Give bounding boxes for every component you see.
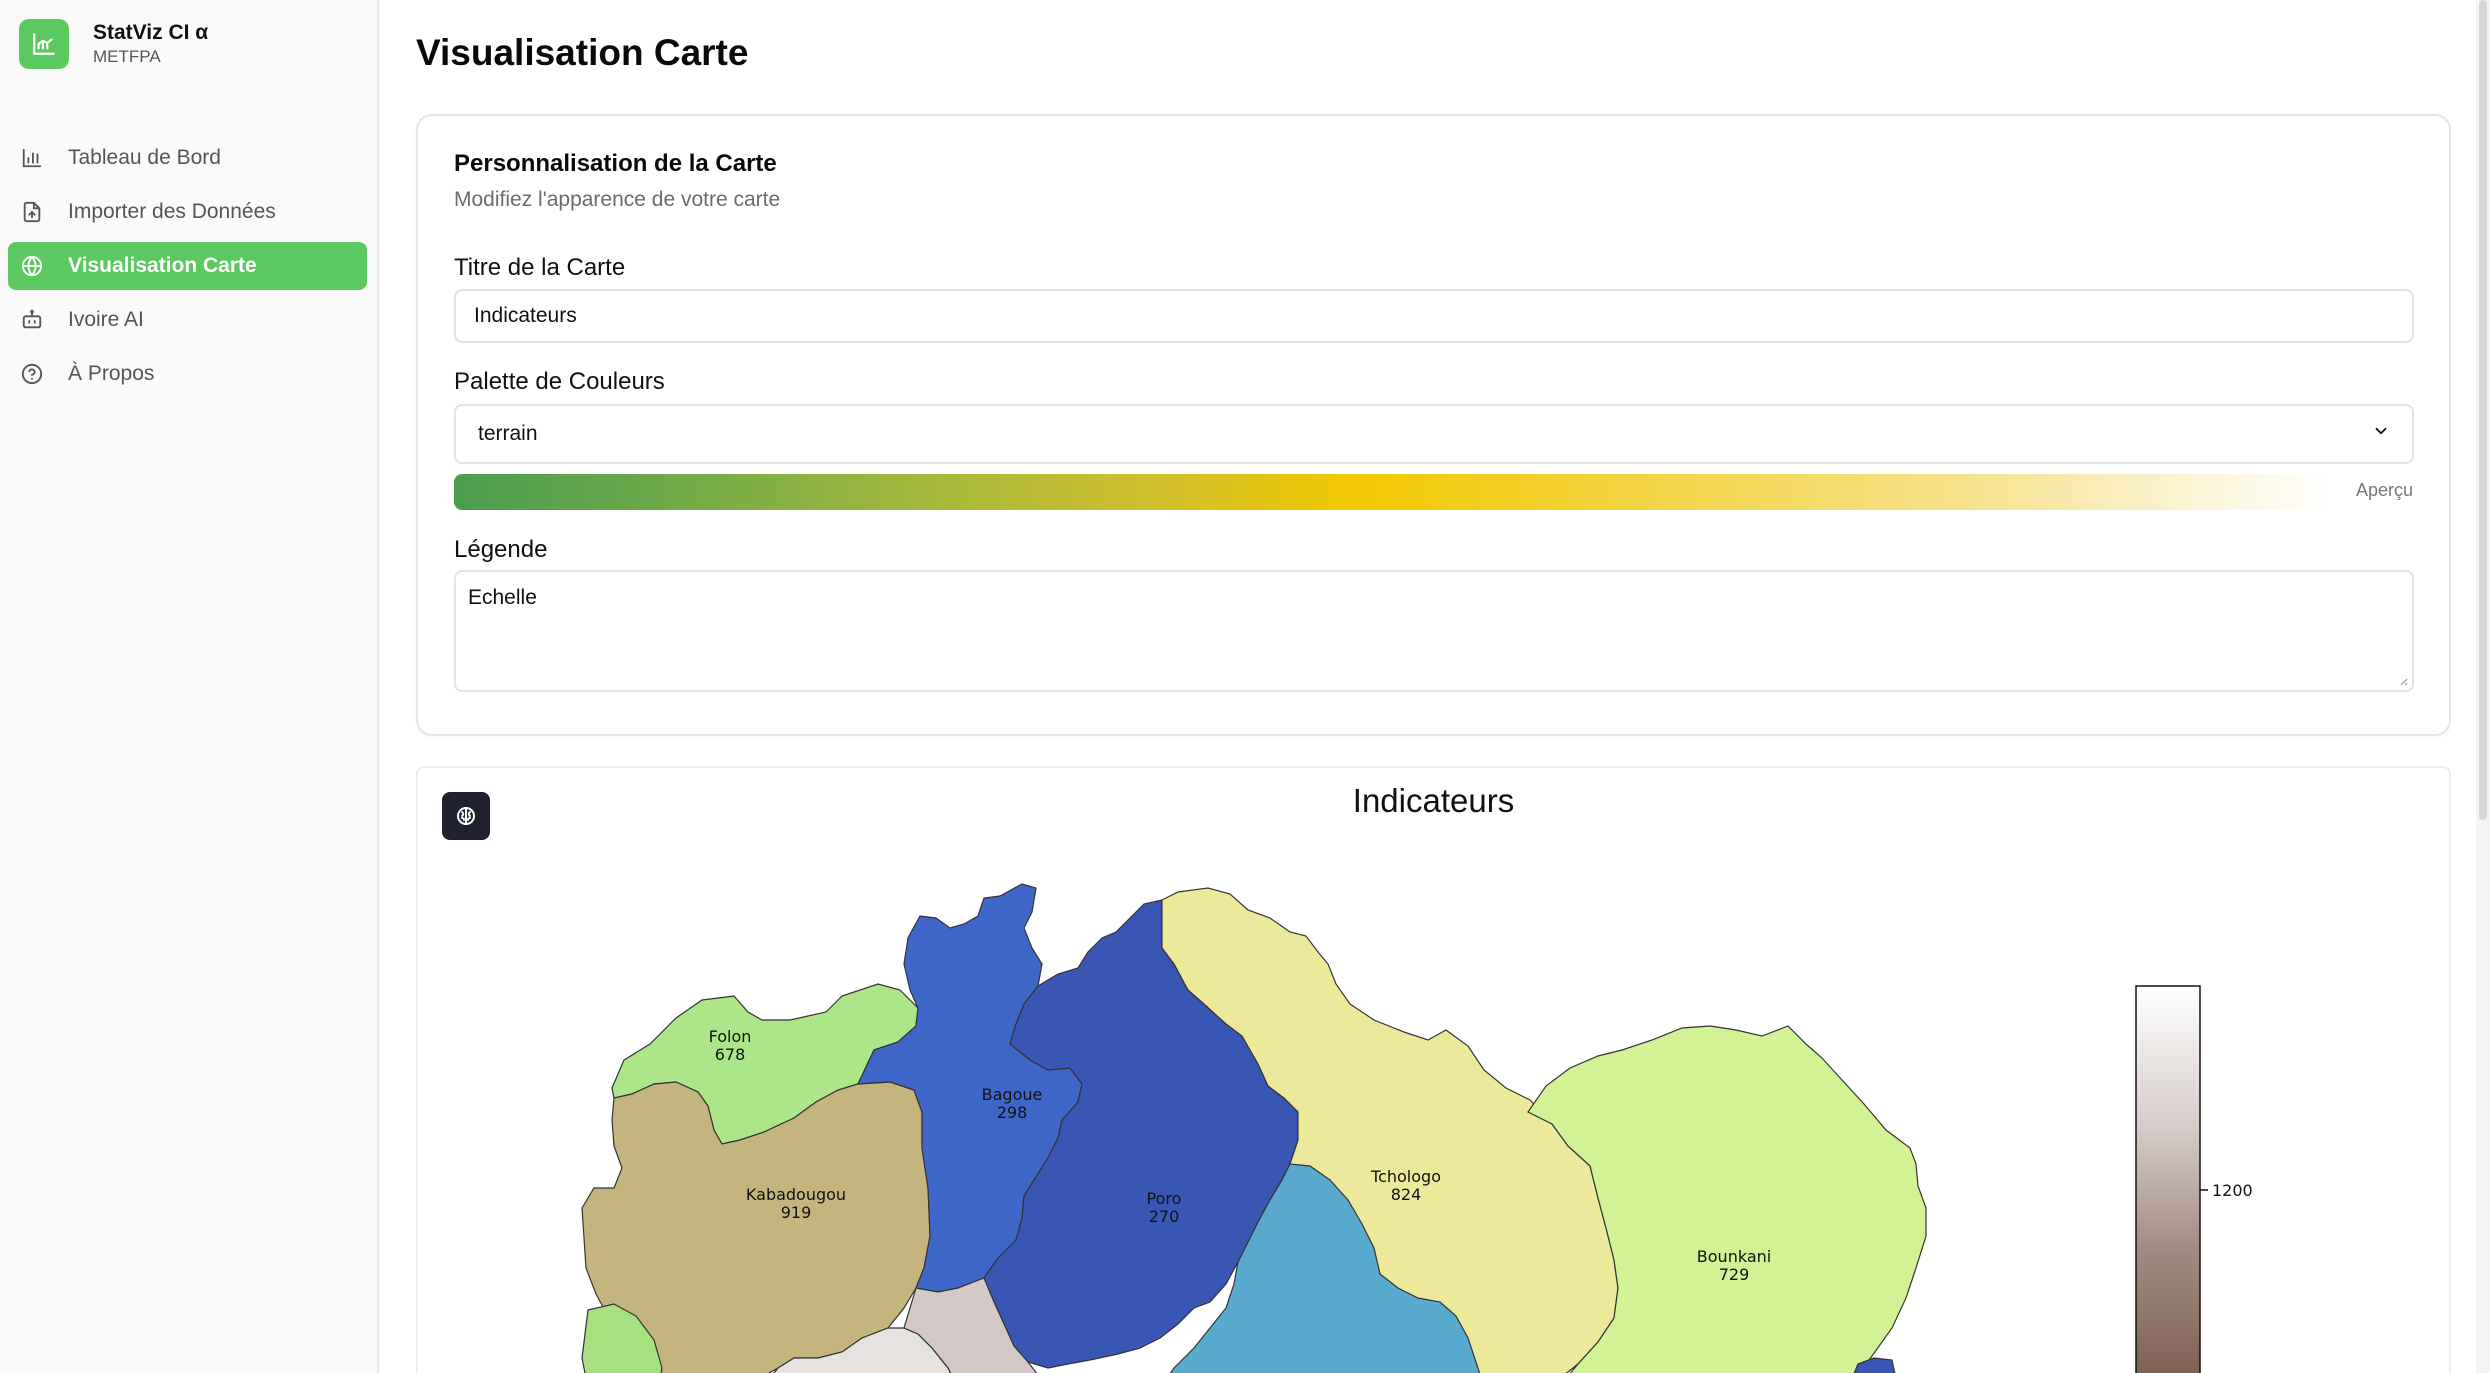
region-label-name: Poro (1147, 1189, 1182, 1208)
region-kabadougou[interactable] (581, 1081, 931, 1373)
chevron-down-icon (2372, 422, 2390, 446)
resize-handle-icon[interactable] (2398, 676, 2408, 686)
region-label-value: 270 (1149, 1207, 1180, 1226)
sidebar-item-label: Tableau de Bord (68, 146, 221, 169)
palette-select-value: terrain (478, 422, 538, 445)
legend-label: Légende (454, 536, 548, 563)
region-bounkani[interactable] (1527, 1025, 1927, 1373)
map-brain-button[interactable] (442, 792, 490, 840)
region-gontougo[interactable] (1848, 1357, 1898, 1373)
globe-icon (20, 254, 44, 278)
map-title-label: Titre de la Carte (454, 254, 626, 281)
map-panel: Folon 678 Bagoue 298 Kabadougou 919 Poro… (416, 766, 2451, 1373)
page-title: Visualisation Carte (416, 32, 749, 73)
palette-select[interactable]: terrain (454, 404, 2414, 464)
region-label-value: 298 (997, 1103, 1028, 1122)
bot-icon (20, 308, 44, 332)
palette-preview-gradient (454, 474, 2334, 510)
app-logo-icon (19, 19, 69, 69)
map-title: Indicateurs (1352, 782, 1515, 819)
app-org: METFPA (93, 47, 161, 66)
map-customization-card: Personnalisation de la Carte Modifiez l'… (416, 114, 2451, 736)
sidebar-item-visualisation-carte[interactable]: Visualisation Carte (8, 242, 367, 290)
sidebar-item-label: À Propos (68, 362, 155, 385)
region-label-value: 824 (1391, 1185, 1422, 1204)
map-canvas: Folon 678 Bagoue 298 Kabadougou 919 Poro… (581, 883, 2253, 1373)
card-subtitle: Modifiez l'apparence de votre carte (454, 188, 781, 211)
sidebar-item-label: Ivoire AI (68, 308, 144, 331)
region-label-name: Kabadougou (746, 1185, 846, 1204)
bar-chart-icon (20, 146, 44, 170)
app-name: StatViz CI α (93, 21, 209, 44)
sidebar-item-ivoire-ai[interactable]: Ivoire AI (8, 296, 367, 344)
region-label-name: Bagoue (982, 1085, 1043, 1104)
sidebar-item-tableau-de-bord[interactable]: Tableau de Bord (8, 134, 367, 182)
sidebar-item-importer[interactable]: Importer des Données (8, 188, 367, 236)
sidebar-item-label: Importer des Données (68, 200, 276, 223)
brain-icon (457, 807, 475, 825)
map-title-input[interactable] (454, 289, 2414, 343)
colorbar-tick-label: 1200 (2212, 1181, 2253, 1200)
sidebar-item-label: Visualisation Carte (68, 254, 257, 277)
region-label-name: Bounkani (1697, 1247, 1771, 1266)
region-worodougou[interactable] (581, 1303, 663, 1373)
region-label-name: Tchologo (1370, 1167, 1441, 1186)
sidebar: StatViz CI α METFPA Tableau de Bord Impo… (0, 0, 379, 1373)
colorbar (2135, 985, 2201, 1373)
region-label-value: 729 (1719, 1265, 1750, 1284)
palette-preview-label: Aperçu (2355, 480, 2413, 500)
region-label-name: Folon (709, 1027, 752, 1046)
brand[interactable]: StatViz CI α METFPA (19, 19, 208, 69)
legend-textarea-value: Echelle (468, 586, 537, 609)
palette-label: Palette de Couleurs (454, 368, 665, 395)
scrollbar-thumb[interactable] (2479, 0, 2487, 820)
page-scrollbar[interactable] (2476, 0, 2490, 1373)
help-circle-icon (20, 362, 44, 386)
card-title: Personnalisation de la Carte (454, 150, 777, 177)
sidebar-nav: Tableau de Bord Importer des Données Vis… (8, 134, 367, 404)
region-label-value: 678 (715, 1045, 746, 1064)
legend-textarea[interactable]: Echelle (454, 570, 2414, 692)
sidebar-item-a-propos[interactable]: À Propos (8, 350, 367, 398)
region-label-value: 919 (781, 1203, 812, 1222)
file-upload-icon (20, 200, 44, 224)
region-hambol[interactable] (1160, 1163, 1484, 1373)
region-hambol-west[interactable] (903, 1277, 1048, 1373)
